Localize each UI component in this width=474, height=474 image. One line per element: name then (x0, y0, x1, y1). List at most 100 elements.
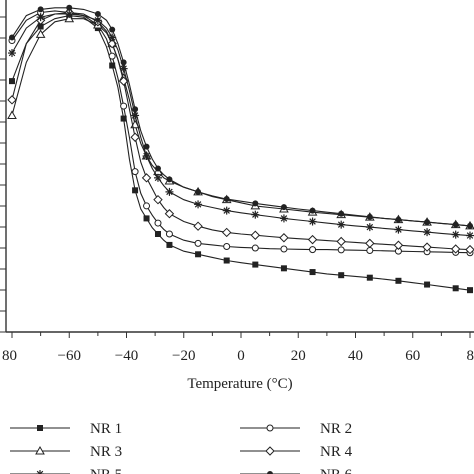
star-stroke (36, 470, 41, 474)
point-star (153, 173, 162, 182)
point-star (194, 200, 203, 209)
series-nr-6 (9, 4, 473, 229)
point-circle-filled (395, 216, 402, 223)
legend-item: NR 6 (240, 467, 353, 474)
point-square (309, 269, 316, 276)
x-axis-ticks (11, 332, 471, 338)
point-square (395, 277, 402, 284)
point-circle-filled (309, 207, 316, 214)
star-stroke (395, 226, 402, 233)
legend-item: NR 2 (240, 421, 352, 437)
point-circle-filled (94, 11, 101, 18)
point-circle-open (366, 247, 374, 255)
point-circle-filled (223, 196, 230, 203)
point-circle-filled (120, 59, 127, 66)
point-circle-filled (166, 176, 173, 183)
point-square (452, 285, 459, 292)
series-line (11, 10, 471, 254)
point-circle-open (266, 424, 274, 432)
star-stroke (131, 112, 139, 119)
point-square (338, 272, 345, 279)
point-circle-filled (37, 6, 44, 13)
point-diamond-open (141, 173, 152, 183)
series-layer (7, 4, 474, 294)
point-diamond-open (393, 240, 404, 250)
point-square (143, 215, 150, 222)
series-line (11, 11, 471, 251)
x-axis-title: Temperature (°C) (187, 376, 292, 392)
point-circle-open (154, 219, 162, 227)
point-circle-filled (132, 106, 139, 113)
point-circle-filled (338, 210, 345, 217)
x-tick-label: −20 (172, 348, 195, 364)
point-circle-open (251, 244, 259, 252)
point-diamond-open (193, 221, 203, 231)
star-stroke (65, 10, 73, 18)
star-stroke (39, 470, 44, 474)
star-stroke (120, 65, 127, 72)
point-square (252, 261, 259, 268)
point-diamond-open (7, 95, 17, 105)
point-circle-filled (109, 26, 116, 33)
x-tick-label: 0 (237, 348, 245, 364)
series-nr-1 (9, 12, 473, 294)
star-stroke (452, 231, 459, 238)
point-diamond-open (422, 242, 432, 252)
point-circle-filled (154, 165, 161, 172)
star-stroke (37, 13, 44, 21)
point-circle-open (194, 239, 202, 247)
legend-label: NR 1 (90, 421, 122, 437)
point-star (466, 231, 474, 240)
star-stroke (166, 188, 173, 196)
point-diamond-open (221, 227, 232, 238)
point-star (93, 16, 102, 25)
point-star (308, 217, 317, 226)
point-circle-filled (66, 4, 73, 11)
point-star (8, 49, 16, 58)
point-square (37, 425, 43, 431)
star-stroke (223, 207, 230, 214)
point-square (366, 274, 373, 281)
point-diamond-open (250, 230, 261, 240)
point-diamond-open (450, 244, 461, 254)
point-square (166, 241, 173, 248)
point-circle-open (108, 52, 116, 60)
star-stroke (337, 221, 345, 228)
plot-area: 80 −60 −40 −20 0 20 40 60 8 (0, 0, 474, 364)
point-star (423, 228, 432, 237)
point-star (165, 187, 174, 196)
x-tick-label: 8 (467, 348, 474, 364)
point-star (451, 230, 460, 239)
point-diamond-open (130, 132, 140, 142)
point-circle-open (143, 202, 151, 210)
x-tick-label: 80 (2, 348, 17, 364)
point-diamond-open (465, 244, 474, 255)
point-star (365, 223, 374, 232)
point-square (120, 115, 127, 122)
star-stroke (194, 201, 202, 208)
series-nr-2 (8, 8, 474, 257)
legend-item: NR 3 (10, 444, 122, 460)
point-circle-open (165, 230, 173, 238)
legend-label: NR 2 (320, 421, 352, 437)
point-star (251, 210, 260, 219)
point-circle-open (131, 168, 139, 176)
point-triangle-open (64, 13, 75, 23)
point-square (9, 78, 15, 85)
series-line (11, 18, 471, 227)
point-square (424, 281, 431, 288)
point-star (142, 152, 151, 160)
point-square (132, 187, 139, 194)
point-circle-open (120, 102, 128, 110)
point-circle-open (309, 246, 317, 254)
point-diamond-open (279, 233, 289, 243)
point-circle-filled (280, 204, 287, 211)
series-line (11, 13, 471, 237)
star-stroke (94, 17, 102, 24)
series-line (11, 15, 471, 291)
point-triangle-open (35, 29, 46, 38)
star-stroke (143, 152, 150, 160)
point-circle-filled (452, 221, 459, 228)
x-tick-label: 20 (291, 348, 306, 364)
point-star (65, 10, 74, 19)
